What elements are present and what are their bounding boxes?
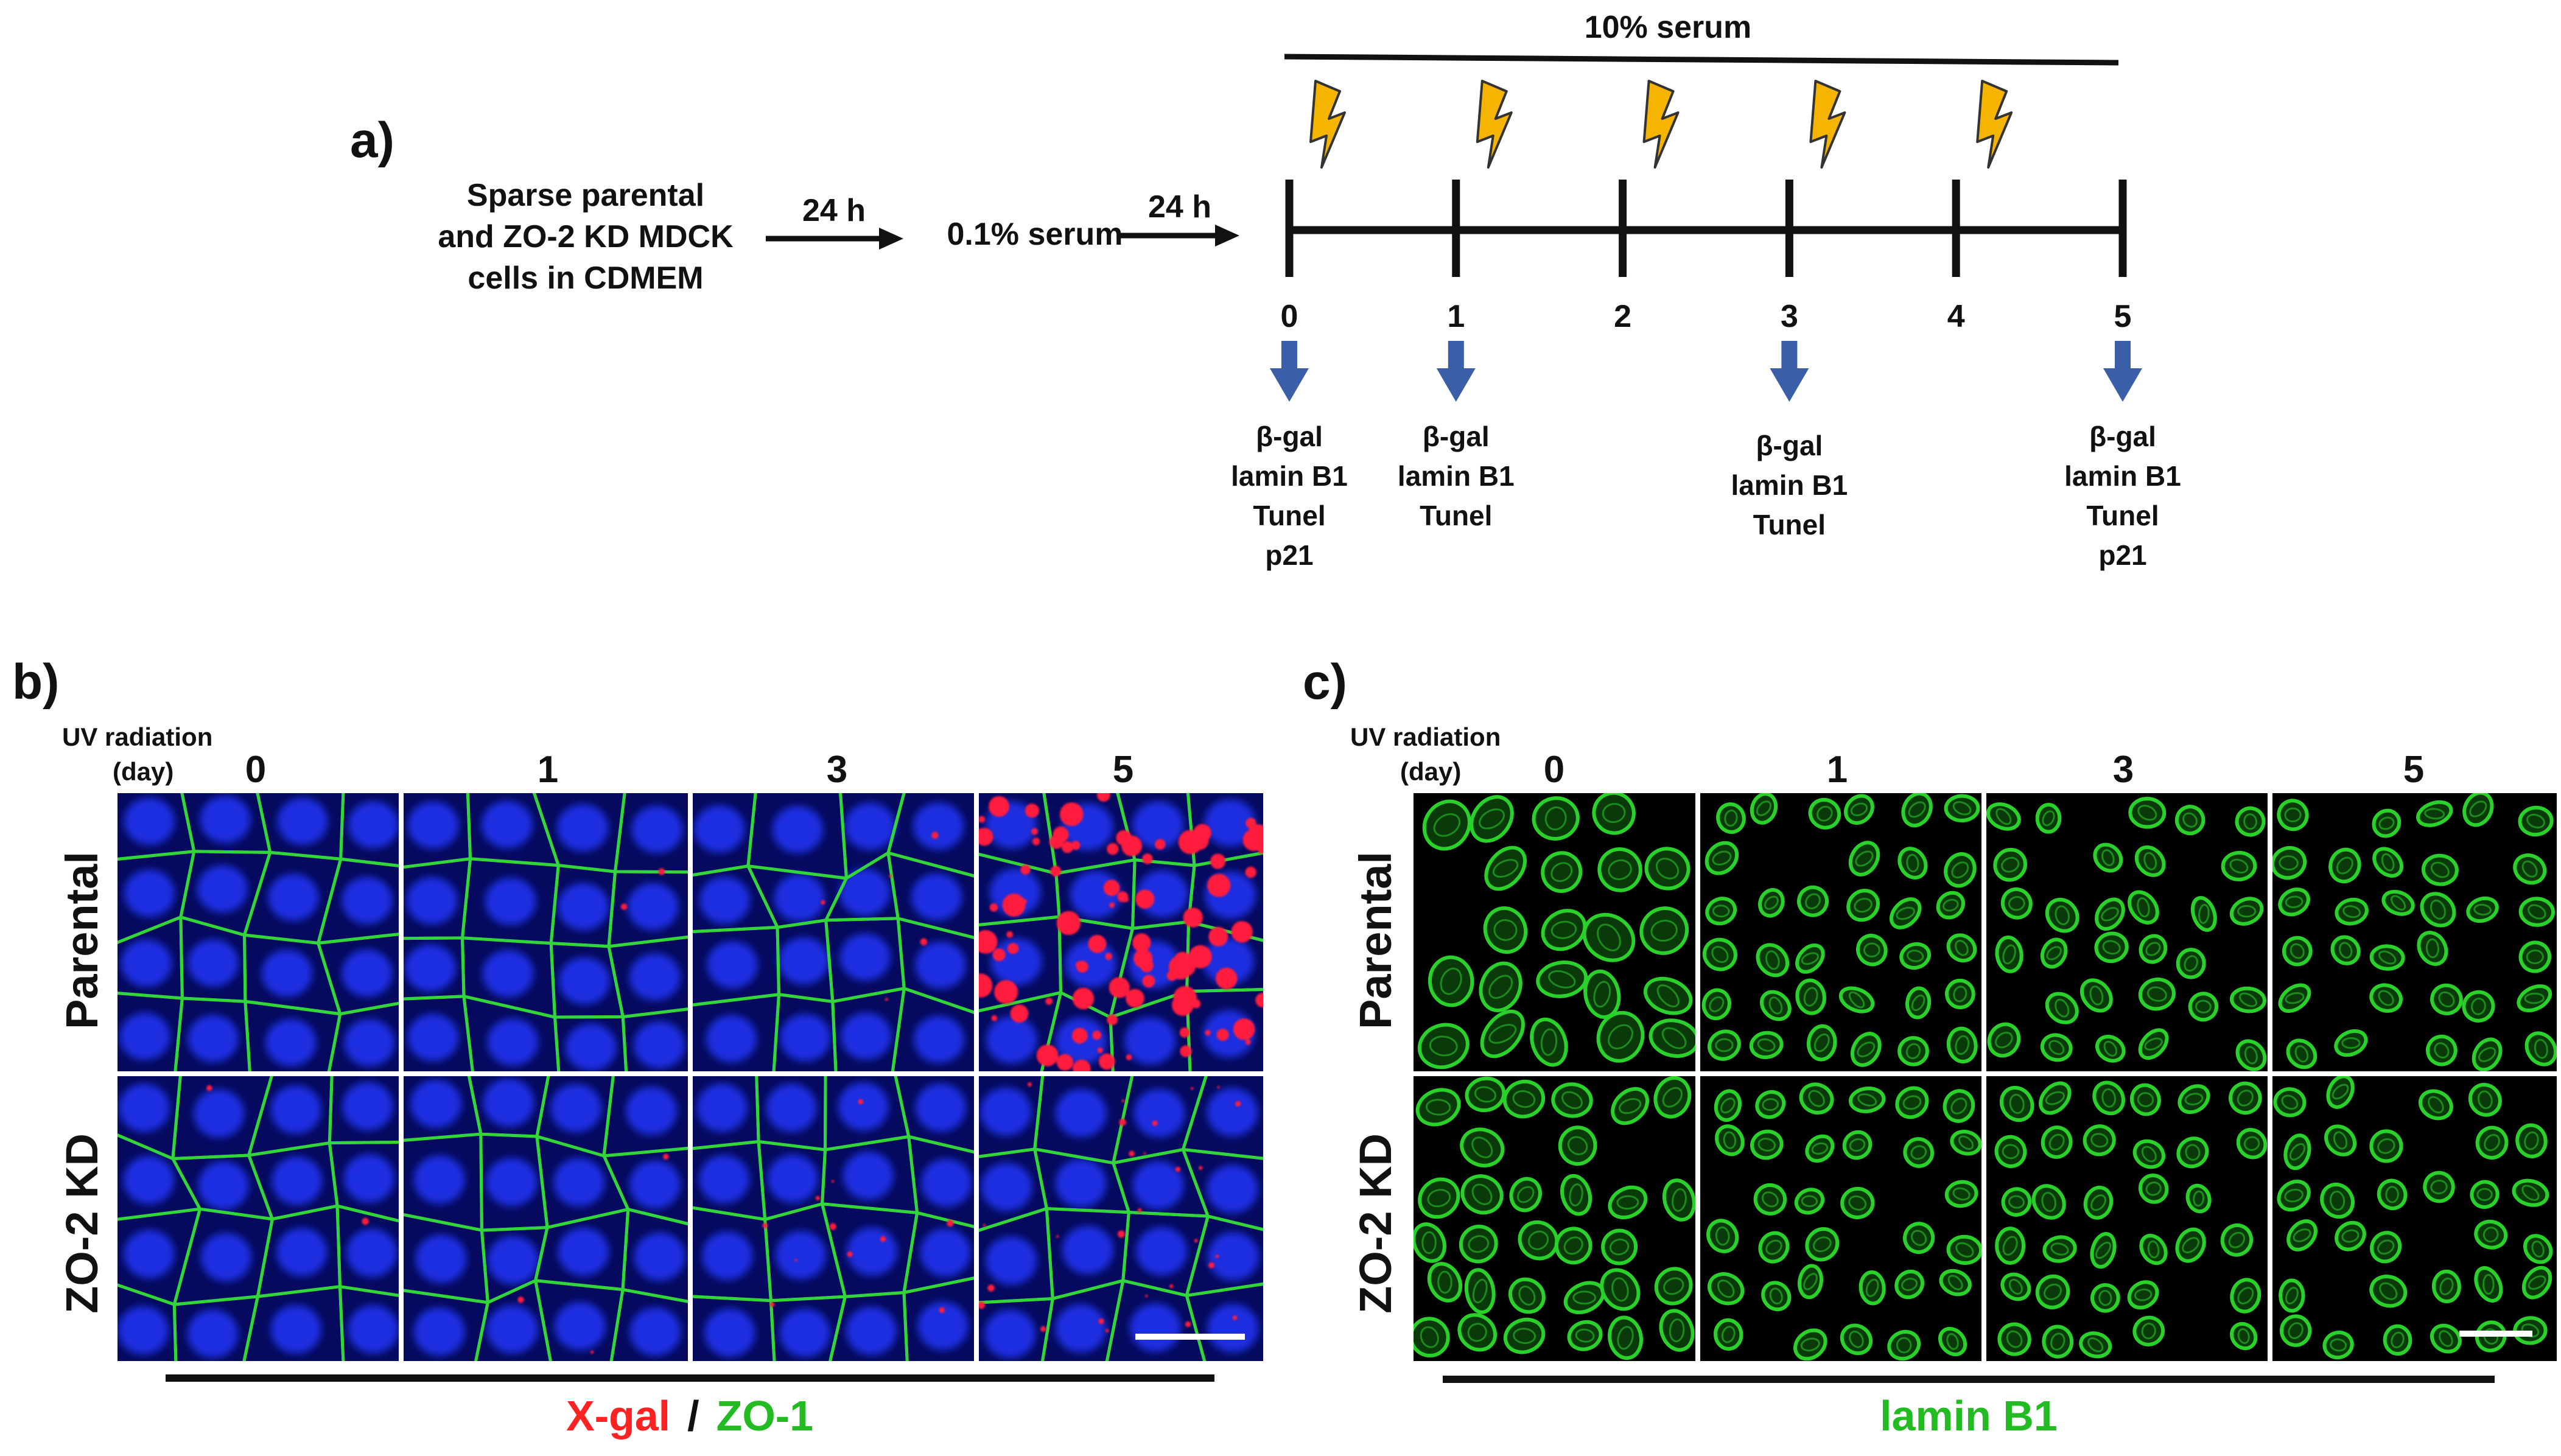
panel-b-row-zo2kd: ZO-2 KD [57, 1133, 107, 1314]
panel-a-letter: a) [350, 113, 394, 168]
starve-condition: 0.1% serum [947, 217, 1123, 252]
panel-c-column-day-0: 0 [1544, 749, 1564, 791]
panel-c-column-day-5: 5 [2403, 749, 2424, 791]
measurement-label: lamin B1 [1731, 469, 1848, 501]
micrograph-b-zo-2-kd-day-0 [117, 1076, 399, 1361]
panel-b-column-day-0: 0 [245, 749, 266, 791]
measurement-label: Tunel [1753, 509, 1826, 541]
panel-b-letter: b) [12, 654, 59, 710]
timeline-day-label: 2 [1614, 299, 1631, 334]
step2-arrow [1120, 225, 1239, 247]
panel-b-image-grid [117, 793, 1263, 1361]
uv-bolts [1309, 80, 2013, 169]
micrograph-c-zo-2-kd-day-5 [2272, 1076, 2557, 1361]
micrograph-b-zo-2-kd-day-5 [979, 1076, 1263, 1361]
micrograph-b-parental-day-1 [404, 793, 688, 1071]
panel-c-letter: c) [1303, 654, 1347, 710]
measurement-label: β-gal [2089, 421, 2156, 452]
micrograph-b-zo-2-kd-day-1 [404, 1076, 688, 1361]
panel-c-uv-label-line-1: UV radiation [1350, 723, 1501, 751]
timeline-day-label: 0 [1281, 299, 1298, 334]
measurement-label: p21 [2098, 539, 2146, 571]
timeline-ticks: 0 1 2 3 4 5 [1281, 180, 2132, 334]
measurement-label: β-gal [1256, 421, 1323, 452]
measurement-label: β-gal [1423, 421, 1490, 452]
panel-c: c) UV radiation (day) 0 1 3 5 Parental Z… [1303, 654, 2557, 1440]
panel-c-column-day-1: 1 [1827, 749, 1848, 791]
down-arrow-icon [1770, 341, 1809, 402]
legend-zo1: ZO-1 [716, 1392, 813, 1440]
start-line-2: and ZO-2 KD MDCK [438, 219, 734, 254]
panel-b: b) UV radiation (day) 0 1 3 5 Parental Z… [12, 654, 1263, 1440]
panel-b-column-day-1: 1 [538, 749, 558, 791]
measurement-label: lamin B1 [1398, 460, 1515, 492]
measurement-day-0: β-gal lamin B1 Tunel p21 [1231, 341, 1348, 571]
measurement-label: lamin B1 [1231, 460, 1348, 492]
serum-bar [1284, 54, 2119, 66]
start-line-1: Sparse parental [467, 178, 704, 213]
start-line-3: cells in CDMEM [468, 261, 703, 296]
panel-c-row-parental: Parental [1350, 852, 1401, 1029]
step2-duration: 24 h [1148, 189, 1211, 225]
panel-b-uv-label-line-1: UV radiation [62, 723, 212, 751]
legend-separator: / [687, 1392, 699, 1440]
step1-duration: 24 h [802, 193, 866, 228]
down-arrow-icon [1436, 341, 1476, 402]
micrograph-c-parental-day-3 [1986, 793, 2268, 1071]
serum-condition: 10% serum [1585, 10, 1752, 45]
measurement-day-5: β-gal lamin B1 Tunel p21 [2064, 341, 2181, 571]
measurement-day-3: β-gal lamin B1 Tunel [1731, 341, 1848, 541]
measurement-day-1: β-gal lamin B1 Tunel [1398, 341, 1515, 531]
timeline-day-label: 3 [1781, 299, 1798, 334]
panel-b-column-day-5: 5 [1113, 749, 1133, 791]
micrograph-b-parental-day-3 [693, 793, 974, 1071]
panel-c-legend: lamin B1 [1880, 1392, 2058, 1440]
panel-c-image-grid [1414, 793, 2557, 1361]
down-arrow-icon [2103, 341, 2142, 402]
micrograph-c-parental-day-0 [1414, 793, 1695, 1071]
timeline-day-label: 1 [1447, 299, 1465, 334]
measurement-label: p21 [1265, 539, 1313, 571]
uv-lightning-icon [1642, 80, 1680, 169]
measurement-label: Tunel [1420, 500, 1492, 531]
measurement-label: Tunel [2086, 500, 2159, 531]
timeline-day-label: 5 [2114, 299, 2132, 334]
measurement-label: lamin B1 [2064, 460, 2181, 492]
uv-lightning-icon [1809, 80, 1846, 169]
step1-arrow [766, 228, 903, 250]
panel-a: a) Sparse parental and ZO-2 KD MDCK cell… [350, 10, 2181, 571]
uv-lightning-icon [1309, 80, 1346, 169]
panel-c-column-day-3: 3 [2113, 749, 2134, 791]
micrograph-c-zo-2-kd-day-1 [1700, 1076, 1981, 1361]
legend-xgal: X-gal [566, 1392, 670, 1440]
micrograph-b-zo-2-kd-day-3 [693, 1076, 974, 1361]
micrograph-c-zo-2-kd-day-0 [1414, 1076, 1695, 1361]
timeline-day-label: 4 [1947, 299, 1965, 334]
panel-c-row-zo2kd: ZO-2 KD [1350, 1133, 1401, 1314]
measurement-label: β-gal [1756, 430, 1823, 461]
measurement-label: Tunel [1253, 500, 1325, 531]
uv-lightning-icon [1476, 80, 1513, 169]
panel-b-uv-label-line-2: (day) [113, 757, 173, 786]
micrograph-b-parental-day-5 [979, 793, 1263, 1071]
micrograph-c-zo-2-kd-day-3 [1986, 1076, 2268, 1361]
panel-b-column-day-3: 3 [827, 749, 847, 791]
micrograph-c-parental-day-1 [1700, 793, 1981, 1071]
uv-lightning-icon [1976, 80, 2013, 169]
micrograph-b-parental-day-0 [117, 793, 399, 1071]
micrograph-c-parental-day-5 [2272, 793, 2557, 1071]
panel-b-row-parental: Parental [57, 852, 107, 1029]
panel-b-legend: X-gal / ZO-1 [566, 1392, 813, 1440]
panel-c-uv-label-line-2: (day) [1400, 757, 1461, 786]
down-arrow-icon [1270, 341, 1309, 402]
